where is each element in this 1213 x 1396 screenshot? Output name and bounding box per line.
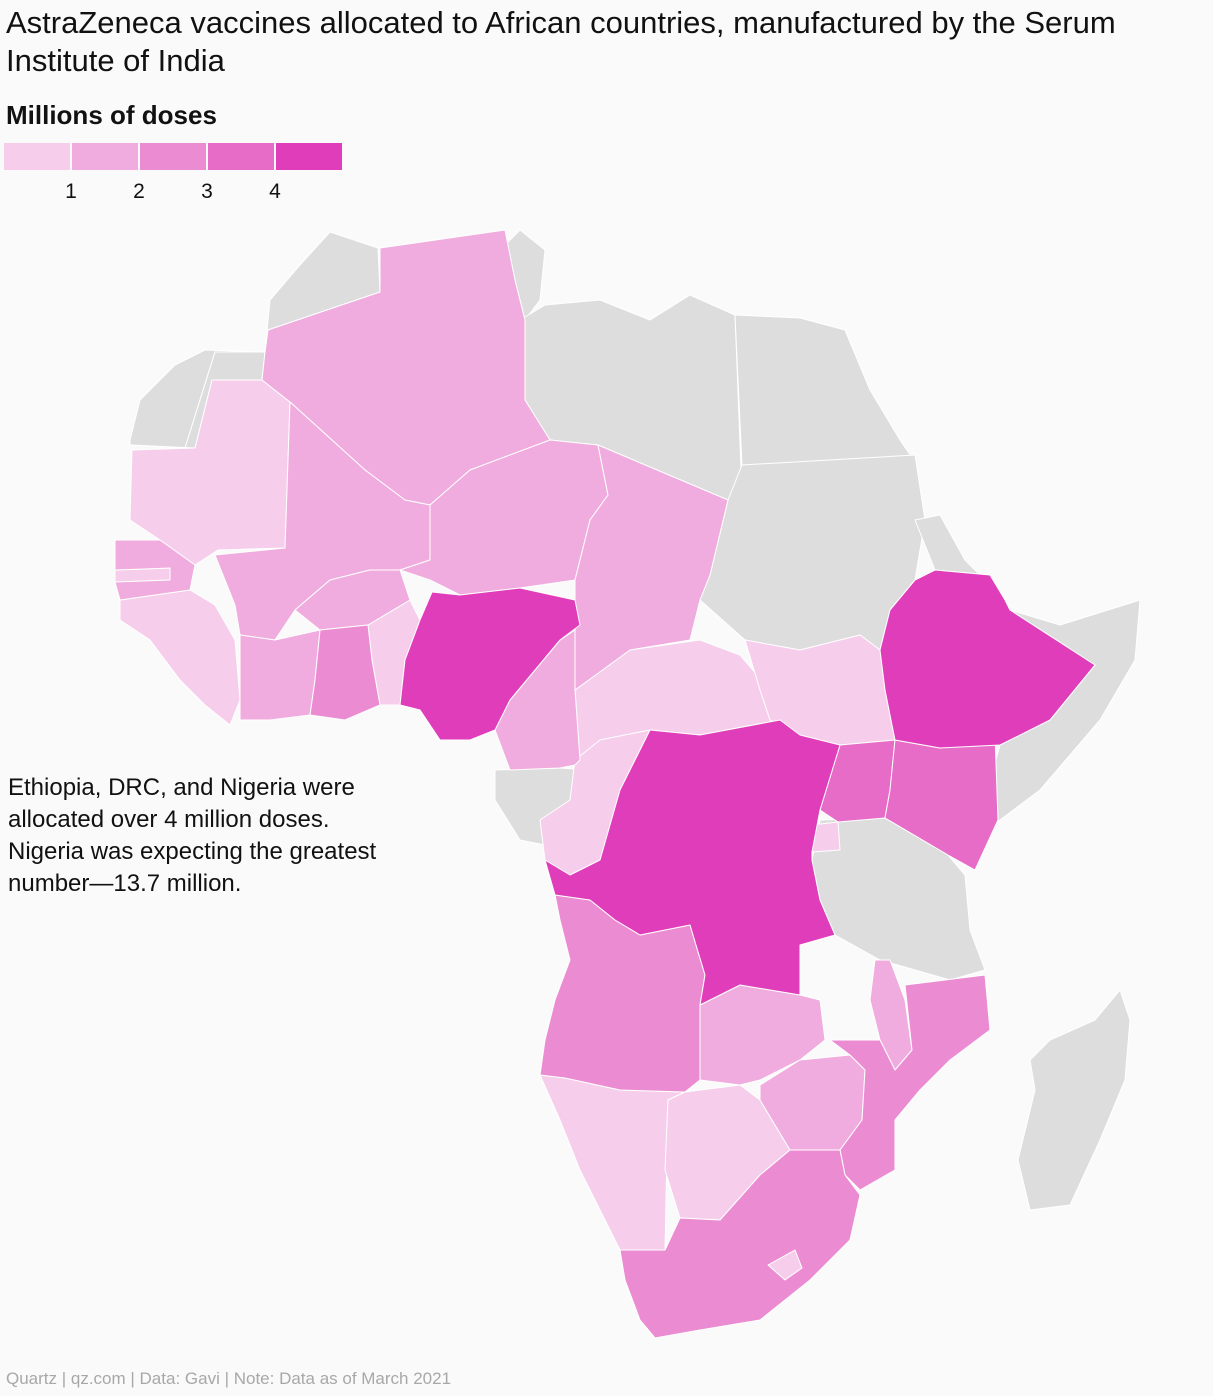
legend-tick-3: 3 bbox=[201, 180, 213, 203]
region-madagascar bbox=[1017, 989, 1131, 1211]
bin-2-countries bbox=[114, 229, 913, 1151]
chart-title: AstraZeneca vaccines allocated to Africa… bbox=[6, 5, 1116, 78]
legend-swatch-3 bbox=[140, 143, 206, 170]
region-south-africa bbox=[619, 1149, 861, 1339]
legend-swatch-4 bbox=[208, 143, 274, 170]
region-cote-divoire bbox=[239, 629, 321, 721]
region-ghana bbox=[309, 624, 381, 721]
region-ethiopia bbox=[879, 569, 1096, 749]
region-namibia bbox=[539, 1074, 686, 1251]
source-footer: Quartz | qz.com | Data: Gavi | Note: Dat… bbox=[6, 1369, 452, 1388]
legend-tick-2: 2 bbox=[133, 180, 145, 203]
color-legend: 1 2 3 4 bbox=[4, 143, 344, 203]
legend-swatch-1 bbox=[4, 143, 70, 170]
region-senegal-guinea-bissau bbox=[114, 539, 196, 601]
map-annotation: Ethiopia, DRC, and Nigeria were allocate… bbox=[8, 772, 468, 900]
region-egypt bbox=[734, 314, 916, 466]
legend-swatch-5 bbox=[276, 143, 342, 170]
annotation-line-2: allocated over 4 million doses. bbox=[8, 806, 330, 833]
africa-map bbox=[0, 210, 1213, 1360]
annotation-line-3: Nigeria was expecting the greatest bbox=[8, 838, 377, 865]
bin-5-countries bbox=[399, 569, 1096, 1006]
bin-1-countries bbox=[114, 379, 896, 1281]
annotation-line-1: Ethiopia, DRC, and Nigeria were bbox=[8, 774, 355, 801]
legend-tick-4: 4 bbox=[269, 180, 281, 203]
legend-tick-1: 1 bbox=[65, 180, 77, 203]
region-nigeria bbox=[399, 587, 581, 741]
region-drc bbox=[544, 719, 841, 1006]
region-chad bbox=[574, 444, 729, 691]
bin-4-countries bbox=[819, 734, 999, 871]
region-guinea-sierra-leone-liberia bbox=[119, 589, 241, 726]
annotation-line-4: number—13.7 million. bbox=[8, 870, 242, 897]
legend-swatch-2 bbox=[72, 143, 138, 170]
legend-title: Millions of doses bbox=[6, 100, 217, 130]
